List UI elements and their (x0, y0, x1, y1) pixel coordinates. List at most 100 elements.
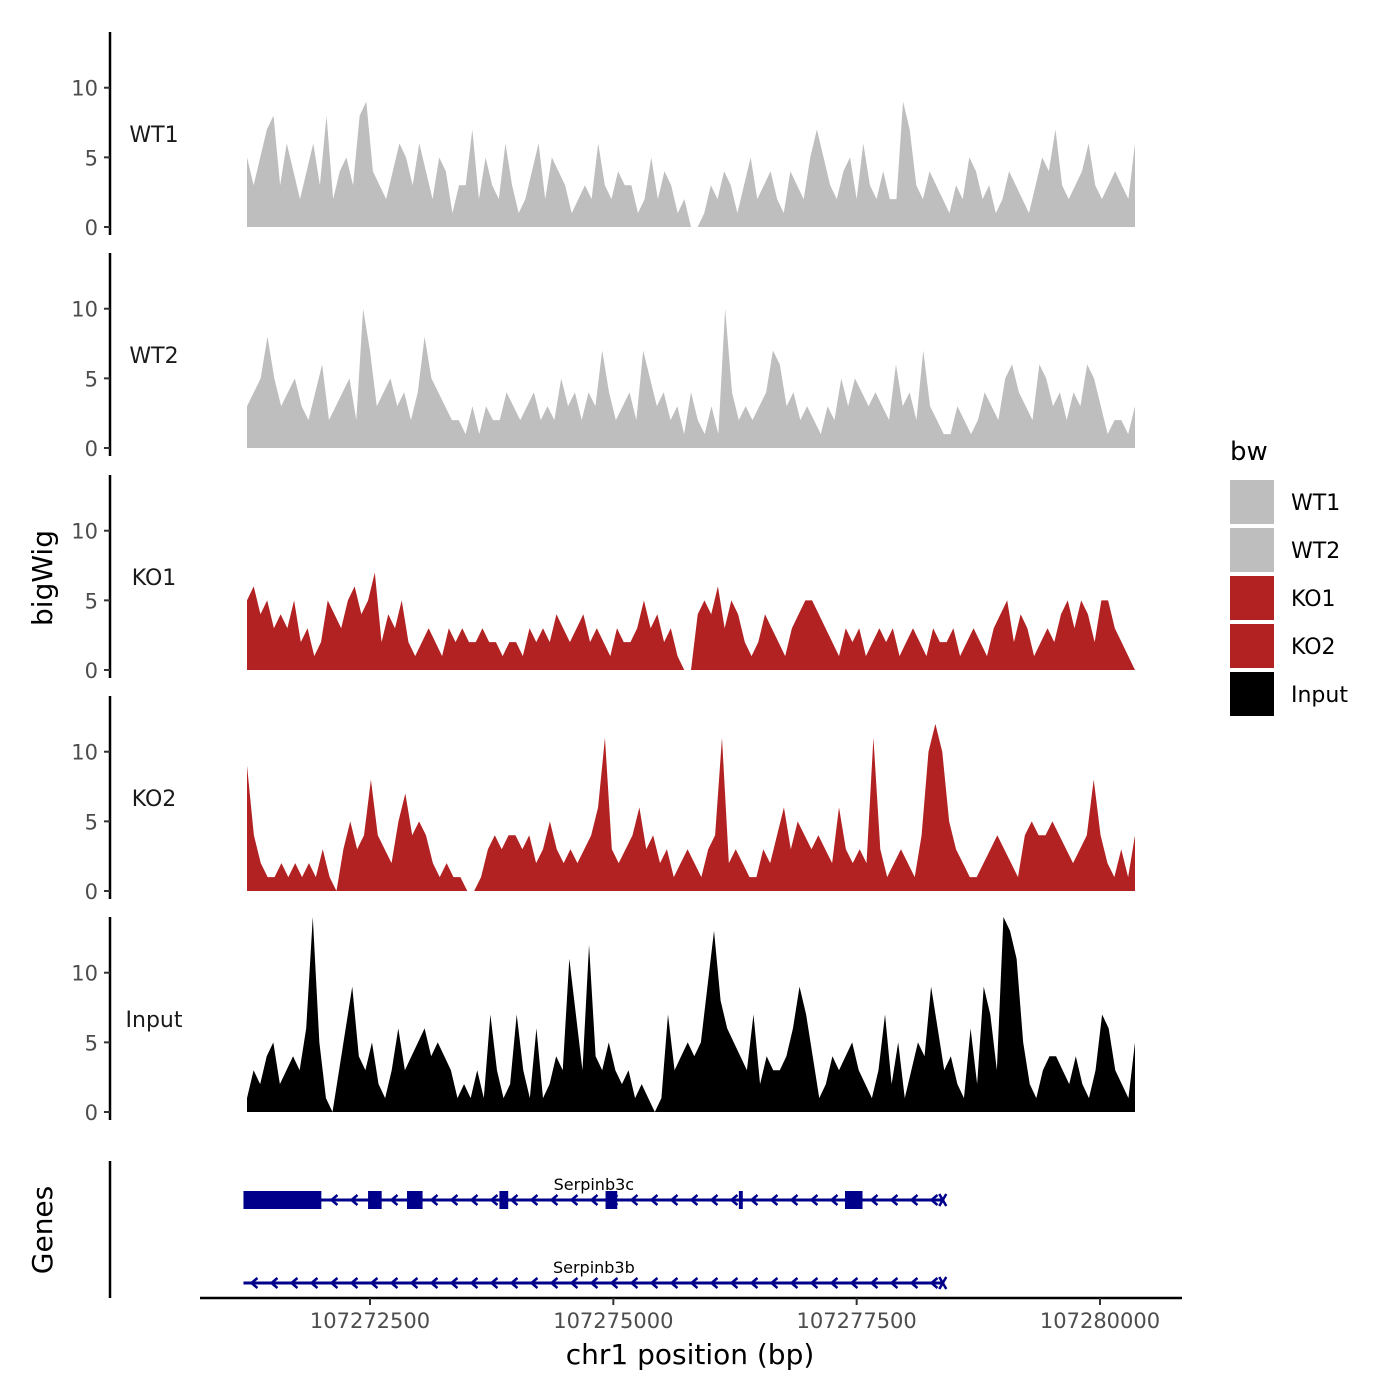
strand-arrow (269, 1277, 279, 1289)
track-ko1: 0 5 10 KO1 (71, 475, 1135, 683)
strand-arrow (409, 1277, 419, 1289)
exon (738, 1191, 743, 1209)
legend-swatch-wt2 (1230, 528, 1274, 572)
strand-arrow (449, 1194, 459, 1206)
strand-arrow (729, 1277, 739, 1289)
exon (499, 1191, 509, 1209)
y-axis-title: bigWig (26, 530, 59, 626)
legend-label-wt1: WT1 (1291, 491, 1340, 516)
strand-arrow (729, 1194, 739, 1206)
strand-arrow (549, 1277, 559, 1289)
bigwig-tracks: 0 5 10 WT1 0 5 10 WT2 0 5 10 KO1 0 5 10 KO2 0 5 10 Input (71, 32, 1135, 1125)
gene-serpinb3c: Serpinb3c (243, 1175, 948, 1209)
strand-arrow (489, 1194, 499, 1206)
strand-arrow (349, 1277, 359, 1289)
legend: bw WT1 WT2 KO1 KO2 Input (1230, 437, 1348, 716)
track-ko2: 0 5 10 KO2 (71, 696, 1135, 904)
gene-end-marker (938, 1193, 948, 1207)
genes-axis-title: Genes (26, 1186, 59, 1274)
exon (243, 1191, 322, 1209)
strand-arrow (809, 1194, 819, 1206)
track-label: WT1 (129, 123, 178, 148)
x-tick-label: 107275000 (553, 1309, 673, 1333)
y-tick-label: 0 (85, 216, 98, 240)
strand-arrow (929, 1277, 939, 1289)
track-label: WT2 (129, 344, 178, 369)
strand-arrow (629, 1277, 639, 1289)
gene-end-marker (938, 1276, 948, 1290)
strand-arrow (509, 1277, 519, 1289)
strand-arrow (389, 1277, 399, 1289)
legend-title: bw (1230, 437, 1268, 467)
strand-arrow (589, 1277, 599, 1289)
track-input: 0 5 10 Input (71, 917, 1135, 1125)
strand-arrow (509, 1194, 519, 1206)
strand-arrow (389, 1194, 399, 1206)
x-axis: 107272500 107275000 107277500 107280000 (200, 1296, 1182, 1333)
track-label: KO1 (132, 566, 177, 591)
y-tick-label: 0 (85, 659, 98, 683)
gene-serpinb3b: Serpinb3b (243, 1258, 948, 1290)
strand-arrow (829, 1194, 839, 1206)
strand-arrow (829, 1277, 839, 1289)
strand-arrow (609, 1277, 619, 1289)
strand-arrow (649, 1277, 659, 1289)
signal-area-wt1 (247, 101, 1135, 227)
strand-arrow (689, 1194, 699, 1206)
x-axis-title: chr1 position (bp) (566, 1338, 815, 1371)
strand-arrow (429, 1194, 439, 1206)
signal-area-input (247, 917, 1135, 1112)
strand-arrow (909, 1277, 919, 1289)
strand-arrow (469, 1194, 479, 1206)
y-tick-label: 5 (85, 589, 98, 613)
legend-swatch-input (1230, 672, 1274, 716)
strand-arrow (669, 1277, 679, 1289)
track-wt2: 0 5 10 WT2 (71, 253, 1135, 461)
strand-arrow (329, 1194, 339, 1206)
strand-arrow (649, 1194, 659, 1206)
strand-arrow (349, 1194, 359, 1206)
strand-arrow (869, 1194, 879, 1206)
y-tick-label: 10 (71, 962, 98, 986)
exon (605, 1191, 618, 1209)
x-tick-label: 107272500 (310, 1309, 430, 1333)
strand-arrow (569, 1194, 579, 1206)
strand-arrow (529, 1194, 539, 1206)
strand-arrow (309, 1277, 319, 1289)
x-tick-label: 107280000 (1040, 1309, 1160, 1333)
strand-arrow (429, 1277, 439, 1289)
strand-arrow (749, 1194, 759, 1206)
genes-panel: Serpinb3c Serpinb3b (108, 1161, 948, 1298)
strand-arrow (749, 1277, 759, 1289)
gene-name: Serpinb3b (553, 1258, 635, 1277)
strand-arrow (689, 1277, 699, 1289)
strand-arrow (449, 1277, 459, 1289)
signal-area-ko2 (247, 723, 1135, 891)
legend-swatch-ko1 (1230, 576, 1274, 620)
y-tick-label: 5 (85, 146, 98, 170)
strand-arrow (249, 1277, 259, 1289)
strand-arrow (329, 1277, 339, 1289)
exon (406, 1191, 423, 1209)
strand-arrow (469, 1277, 479, 1289)
strand-arrow (529, 1277, 539, 1289)
y-tick-label: 5 (85, 367, 98, 391)
strand-arrow (889, 1277, 899, 1289)
x-tick-label: 107277500 (797, 1309, 917, 1333)
strand-arrow (909, 1194, 919, 1206)
strand-arrow (889, 1194, 899, 1206)
y-tick-label: 5 (85, 810, 98, 834)
y-tick-label: 0 (85, 880, 98, 904)
strand-arrow (549, 1194, 559, 1206)
y-tick-label: 10 (71, 77, 98, 101)
strand-arrow (369, 1277, 379, 1289)
y-tick-label: 0 (85, 1101, 98, 1125)
legend-label-wt2: WT2 (1291, 539, 1340, 564)
strand-arrow (789, 1194, 799, 1206)
strand-arrow (869, 1277, 879, 1289)
y-tick-label: 10 (71, 520, 98, 544)
strand-arrow (489, 1277, 499, 1289)
strand-arrow (789, 1277, 799, 1289)
signal-area-ko1 (247, 572, 1135, 670)
